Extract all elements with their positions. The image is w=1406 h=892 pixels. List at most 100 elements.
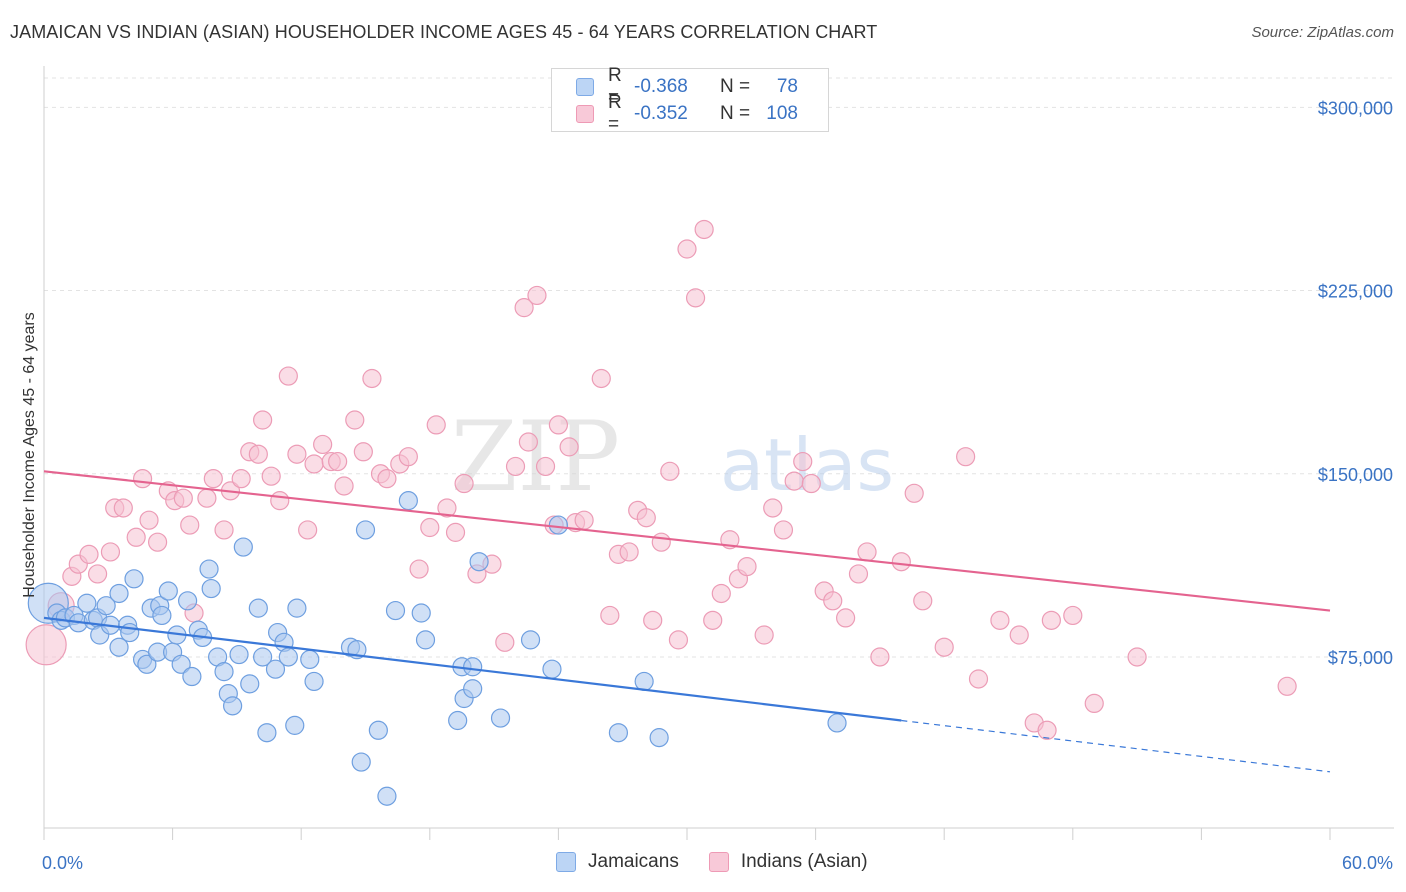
x-tick-labels: 0.0% 60.0% [42,853,1393,873]
data-point [634,671,654,692]
legend-item-indians[interactable]: Indians (Asian) [708,851,868,873]
data-point [278,366,298,386]
data-point [304,671,324,692]
y-tick-labels: $75,000 $150,000 $225,000 $300,000 [1318,98,1393,668]
data-point [201,578,221,599]
data-point [454,473,474,494]
data-point [353,442,373,462]
data-point [199,559,219,579]
data-point [214,662,234,682]
data-point [495,632,515,652]
data-point [660,461,680,481]
data-point [426,415,446,435]
data-point [287,444,307,464]
data-point [180,515,200,535]
data-point [385,600,406,621]
data-point [223,696,243,716]
legend-r-label: R = [608,92,622,135]
legend-n-label: N = [720,103,751,124]
trend-line-extrapolated [901,719,1331,773]
data-point [520,630,541,650]
data-point [548,515,569,535]
data-point [754,625,774,645]
data-point [527,285,547,306]
data-point [229,644,249,665]
data-point [784,471,804,491]
data-point [328,451,348,472]
data-point [351,752,371,772]
data-point [857,542,877,562]
y-tick-label: $75,000 [1328,648,1393,668]
data-point [287,598,307,618]
chart-title: JAMAICAN VS INDIAN (ASIAN) HOUSEHOLDER I… [10,22,878,42]
data-point [345,410,365,430]
data-point [694,219,714,240]
data-point [619,542,639,562]
legend-label-jamaicans: Jamaicans [588,851,679,872]
legend-swatch-indians [576,105,594,123]
data-point [1009,625,1029,645]
data-point [463,657,483,677]
legend-swatch-jamaicans [576,78,594,96]
data-point [334,476,354,496]
data-point [827,713,847,733]
data-point [608,723,629,743]
data-point [643,610,663,630]
data-point [505,456,526,477]
data-point [298,520,318,540]
watermark-zip: ZIP [451,401,620,513]
legend-r-value: -0.368 [634,76,688,97]
data-point [355,520,376,540]
data-point [100,542,121,562]
data-point [1127,647,1147,667]
legend-n-value: 108 [766,103,798,124]
legend-swatch-jamaicans [556,852,576,872]
data-point [411,603,431,623]
data-point [261,466,281,486]
data-point [649,728,669,748]
legend-item-jamaicans[interactable]: Jamaicans [556,851,679,873]
data-point [270,491,290,511]
data-point [559,437,579,457]
data-point [801,473,821,494]
data-point [956,447,976,467]
data-point [463,679,483,699]
grid-lines [44,77,1394,658]
data-point [448,710,468,731]
data-point [278,647,298,667]
data-point [77,593,97,613]
data-point [409,559,429,579]
data-point [147,532,168,552]
data-point [126,527,146,547]
data-point [398,447,418,467]
data-point [120,622,140,643]
data-point [158,581,178,601]
axes [43,66,1394,840]
data-point [368,720,388,740]
x-tick-label: 60.0% [1342,853,1393,873]
data-point [139,510,159,530]
data-point [934,637,954,657]
data-point [214,520,234,540]
data-point [398,491,418,511]
data-point [109,583,129,604]
data-point [285,715,305,735]
legend-swatch-indians [708,852,729,872]
data-point [178,591,198,611]
legend-label-indians: Indians (Asian) [740,851,868,872]
data-point [651,532,671,552]
data-point [203,469,223,489]
data-point [913,591,933,611]
legend-row-jamaicans: R = -0.368 N = 78 [576,65,798,108]
trend-line [43,616,902,722]
y-axis-label: Householder Income Ages 45 - 64 years [21,312,38,598]
data-point [518,432,538,452]
data-point [231,469,251,489]
data-point [253,647,273,667]
data-point [600,605,620,626]
data-point [171,654,191,674]
data-point [137,654,157,674]
series-legend: Jamaicans Indians (Asian) [556,851,898,873]
data-point [132,469,153,489]
